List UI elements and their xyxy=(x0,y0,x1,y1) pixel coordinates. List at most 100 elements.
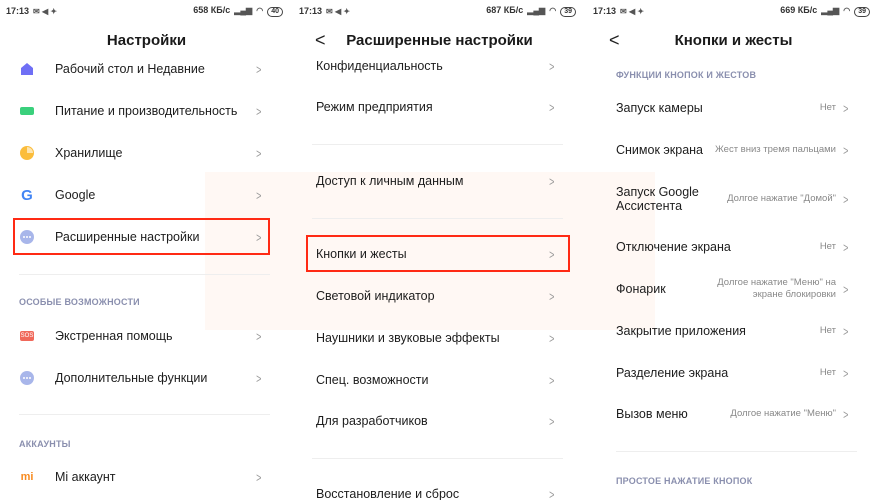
item-label: Закрытие приложения xyxy=(616,324,746,338)
item-value: Нет xyxy=(819,241,836,252)
chevron-right-icon: > xyxy=(549,486,555,500)
battery-icon xyxy=(20,104,34,118)
gesture-item[interactable]: Вызов меню Долгое нажатие "Меню" > xyxy=(587,399,880,429)
item-value: Нет xyxy=(819,325,836,336)
chevron-right-icon: > xyxy=(843,406,849,422)
chevron-right-icon: > xyxy=(549,372,555,388)
chevron-right-icon: > xyxy=(256,61,262,77)
status-time: 17:13 xyxy=(299,6,323,16)
notification-icons: ✉ ◀ ✦ xyxy=(326,7,351,16)
item-label: Экстренная помощь xyxy=(55,329,173,343)
settings-item[interactable]: Световой индикатор > xyxy=(293,281,586,311)
gesture-item[interactable]: Разделение экрана Нет > xyxy=(587,358,880,388)
item-label: Снимок экрана xyxy=(616,143,704,157)
back-button[interactable]: < xyxy=(315,30,326,50)
settings-item[interactable]: Дополнительные функции > xyxy=(0,363,293,393)
item-label: Режим предприятия xyxy=(316,100,433,114)
settings-item[interactable]: Доступ к личным данным > xyxy=(293,166,586,196)
gesture-item[interactable]: Отключение экрана Нет > xyxy=(587,232,880,262)
buttons-gestures-screen: 17:13 ✉ ◀ ✦ 669 КБ/с ▂▄▆ ◠ 39 < Кнопки и жесты Ф… xyxy=(587,0,880,500)
chevron-right-icon: > xyxy=(549,330,555,346)
settings-item[interactable]: mi Mi аккаунт > xyxy=(0,462,293,492)
chevron-right-icon: > xyxy=(256,229,262,245)
item-label: Google xyxy=(55,188,96,202)
settings-item[interactable]: Спец. возможности > xyxy=(293,365,586,395)
item-value: Жест вниз тремя пальцами xyxy=(715,144,836,155)
settings-item[interactable]: Восстановление и сброс > xyxy=(293,479,586,500)
advanced-settings-screen: 17:13 ✉ ◀ ✦ 687 КБ/с ▂▄▆ ◠ 39 < Расширенные нас… xyxy=(293,0,586,500)
wifi-icon: ◠ xyxy=(843,6,851,15)
settings-item[interactable]: Для разработчиков > xyxy=(293,406,586,436)
gesture-item[interactable]: Фонарик Долгое нажатие "Меню" на экране б… xyxy=(587,274,880,304)
chevron-right-icon: > xyxy=(256,370,262,386)
settings-item[interactable]: Наушники и звуковые эффекты > xyxy=(293,323,586,353)
gesture-item[interactable]: Запуск камеры Нет > xyxy=(587,93,880,123)
section-header: ФУНКЦИИ КНОПОК И ЖЕСТОВ xyxy=(616,70,757,80)
item-value: Долгое нажатие "Меню" на экране блокиров… xyxy=(717,277,836,300)
chevron-right-icon: > xyxy=(843,191,849,207)
signal-icon: ▂▄▆ xyxy=(821,6,840,15)
settings-item[interactable]: G Google > xyxy=(0,180,293,210)
settings-item[interactable]: Режим предприятия > xyxy=(293,92,586,122)
item-label: Кнопки и жесты xyxy=(316,247,407,261)
status-time: 17:13 xyxy=(6,6,30,16)
settings-item[interactable]: Кнопки и жесты > xyxy=(293,239,586,269)
status-right: 687 КБ/с ▂▄▆ ◠ 39 xyxy=(486,5,576,17)
settings-item[interactable]: Питание и производительность > xyxy=(0,96,293,126)
more-dots-icon xyxy=(20,230,34,244)
chevron-right-icon: > xyxy=(843,365,849,381)
home-icon xyxy=(20,62,34,76)
item-value: Нет xyxy=(819,102,836,113)
settings-item[interactable]: Конфиденциальность > xyxy=(293,51,586,81)
item-label: Разделение экрана xyxy=(616,366,729,380)
chevron-right-icon: > xyxy=(843,239,849,255)
chevron-right-icon: > xyxy=(256,469,262,485)
settings-item[interactable]: SOS Экстренная помощь > xyxy=(0,321,293,351)
item-label: Конфиденциальность xyxy=(316,59,443,73)
battery-icon: 39 xyxy=(854,7,870,17)
gesture-item[interactable]: Запуск Google Ассистента Долгое нажатие "… xyxy=(587,184,880,214)
divider xyxy=(312,144,563,145)
chevron-right-icon: > xyxy=(843,281,849,297)
item-label: Питание и производительность xyxy=(55,104,238,118)
item-label: Спец. возможности xyxy=(316,373,429,387)
item-label: Запуск Google Ассистента xyxy=(616,185,699,213)
more-dots-icon xyxy=(20,371,34,385)
item-value: Нет xyxy=(819,367,836,378)
item-value: Долгое нажатие "Домой" xyxy=(727,193,836,204)
chevron-right-icon: > xyxy=(549,288,555,304)
section-header: ОСОБЫЕ ВОЗМОЖНОСТИ xyxy=(19,297,140,307)
item-label: Вызов меню xyxy=(616,407,688,421)
chevron-right-icon: > xyxy=(549,246,555,262)
network-speed: 658 КБ/с xyxy=(193,5,231,15)
status-left: 17:13 ✉ ◀ ✦ xyxy=(299,6,350,16)
chevron-right-icon: > xyxy=(843,142,849,158)
item-label: Наушники и звуковые эффекты xyxy=(316,331,500,345)
page-title: Настройки xyxy=(106,32,187,49)
divider xyxy=(19,414,270,415)
google-icon: G xyxy=(21,186,33,204)
chevron-right-icon: > xyxy=(549,58,555,74)
notification-icons: ✉ ◀ ✦ xyxy=(620,7,645,16)
item-label: Доступ к личным данным xyxy=(316,174,464,188)
item-label: Восстановление и сброс xyxy=(316,487,460,500)
settings-item[interactable]: Хранилище > xyxy=(0,138,293,168)
settings-item[interactable]: Расширенные настройки > xyxy=(0,222,293,252)
settings-item[interactable]: Рабочий стол и Недавние > xyxy=(0,54,293,84)
item-value: Долгое нажатие "Меню" xyxy=(730,408,836,419)
gesture-item[interactable]: Закрытие приложения Нет > xyxy=(587,316,880,346)
signal-icon: ▂▄▆ xyxy=(527,6,546,15)
item-label: Световой индикатор xyxy=(316,289,435,303)
status-right: 658 КБ/с ▂▄▆ ◠ 40 xyxy=(193,5,283,17)
wifi-icon: ◠ xyxy=(256,6,264,15)
page-title: Кнопки и жесты xyxy=(674,32,793,49)
status-bar: 17:13 ✉ ◀ ✦ 658 КБ/с ▂▄▆ ◠ 40 xyxy=(6,4,283,18)
status-right: 669 КБ/с ▂▄▆ ◠ 39 xyxy=(780,5,870,17)
chevron-right-icon: > xyxy=(549,413,555,429)
section-header: ПРОСТОЕ НАЖАТИЕ КНОПОК xyxy=(616,476,753,486)
network-speed: 669 КБ/с xyxy=(780,5,818,15)
back-button[interactable]: < xyxy=(609,30,620,50)
network-speed: 687 КБ/с xyxy=(486,5,524,15)
section-header: АККАУНТЫ xyxy=(19,439,71,449)
gesture-item[interactable]: Снимок экрана Жест вниз тремя пальцами > xyxy=(587,135,880,165)
